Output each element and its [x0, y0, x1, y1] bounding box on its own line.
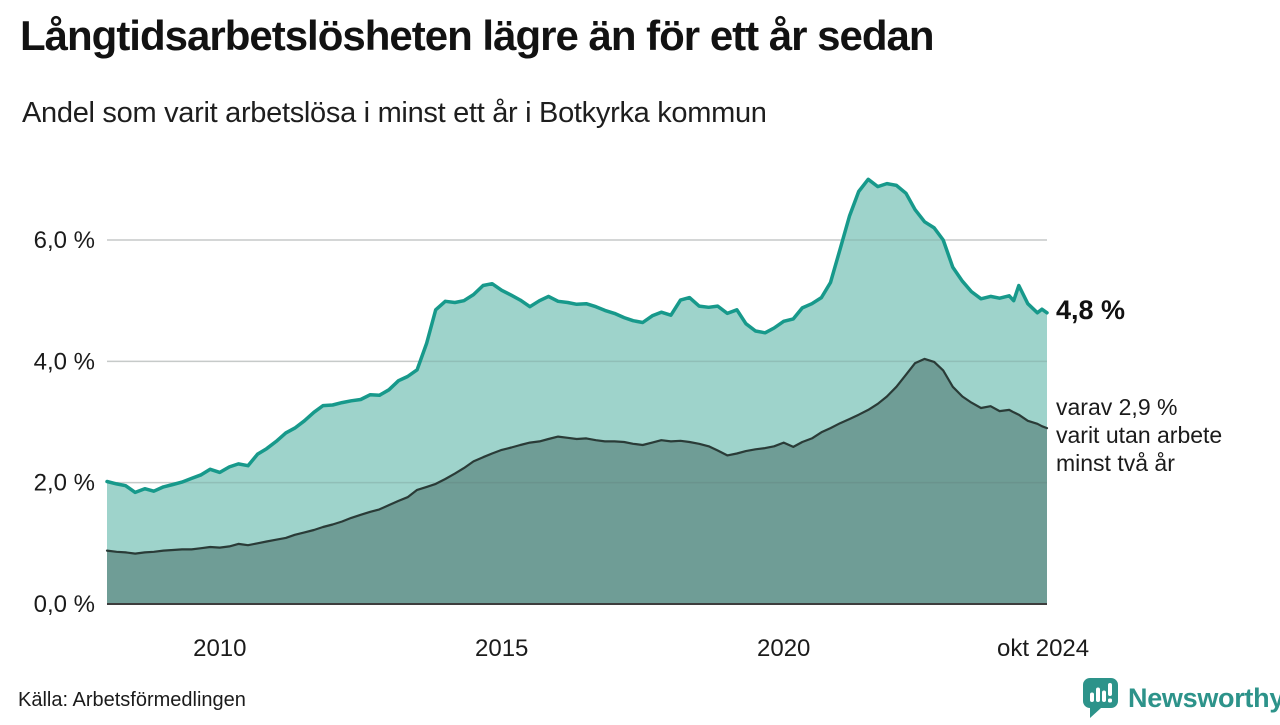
line-series-1	[105, 177, 1049, 495]
page-subtitle: Andel som varit arbetslösa i minst ett å…	[22, 97, 767, 129]
source-caption: Källa: Arbetsförmedlingen	[18, 689, 246, 711]
y-tick-label: 0,0 %	[34, 591, 95, 618]
secondary-annotation-line2: varit utan arbete	[1056, 422, 1223, 448]
latest-value-annotation: 4,8 %	[1056, 295, 1126, 325]
secondary-annotation-line3: minst två år	[1056, 450, 1175, 476]
y-tick-label: 2,0 %	[34, 470, 95, 497]
x-tick-label: 2010	[193, 635, 246, 662]
line-series-2	[105, 357, 1049, 555]
y-tick-label: 6,0 %	[34, 227, 95, 254]
secondary-annotation-line1: varav 2,9 %	[1056, 394, 1178, 420]
x-tick-label: okt 2024	[997, 635, 1089, 662]
newsworthy-bubble-chart-icon	[1080, 676, 1121, 720]
y-tick-label: 4,0 %	[34, 348, 95, 375]
secondary-value-annotation: varav 2,9 % varit utan arbete minst två …	[1056, 393, 1222, 477]
x-tick-label: 2015	[475, 635, 528, 662]
newsworthy-wordmark: Newsworthy	[1128, 682, 1280, 713]
page-title: Långtidsarbetslösheten lägre än för ett …	[20, 12, 935, 59]
x-tick-label: 2020	[757, 635, 810, 662]
newsworthy-logo[interactable]: Newsworthy	[1080, 676, 1280, 720]
area-fill-series-2	[107, 358, 1047, 604]
